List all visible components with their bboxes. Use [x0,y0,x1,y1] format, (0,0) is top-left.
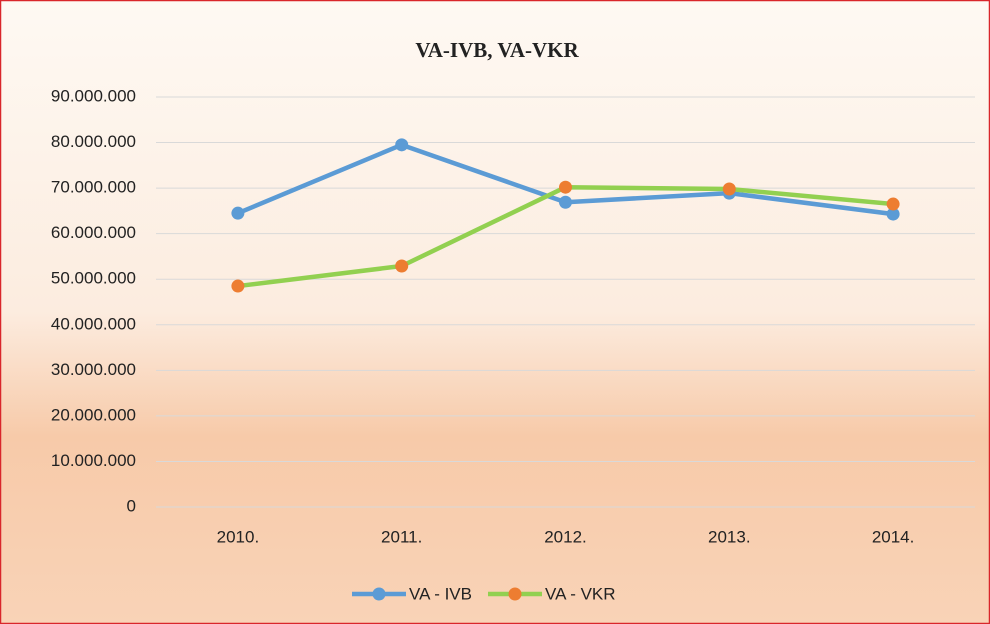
x-tick-label: 2012. [544,527,587,546]
legend-label: VA - VKR [545,584,616,603]
data-point [395,259,409,273]
chart-title: VA-IVB, VA-VKR [415,38,579,62]
legend-marker [372,587,386,601]
x-tick-label: 2011. [381,527,422,546]
y-tick-label: 80.000.000 [51,132,136,151]
y-tick-label: 40.000.000 [51,314,136,333]
data-point [722,182,736,196]
data-point [395,138,409,152]
x-tick-label: 2013. [708,527,751,546]
y-tick-label: 70.000.000 [51,178,136,197]
data-point [231,279,245,293]
y-tick-label: 60.000.000 [51,223,136,242]
y-tick-label: 0 [127,496,136,515]
y-tick-label: 20.000.000 [51,405,136,424]
legend-label: VA - IVB [409,584,472,603]
y-tick-label: 50.000.000 [51,269,136,288]
y-tick-label: 30.000.000 [51,360,136,379]
data-point [886,207,900,221]
y-tick-label: 10.000.000 [51,451,136,470]
data-point [231,206,245,220]
y-tick-label: 90.000.000 [51,86,136,105]
data-point [559,180,572,194]
data-point [886,197,900,211]
data-point [559,195,572,209]
x-tick-label: 2010. [217,527,260,546]
legend-marker [508,587,522,601]
x-tick-label: 2014. [872,527,915,546]
